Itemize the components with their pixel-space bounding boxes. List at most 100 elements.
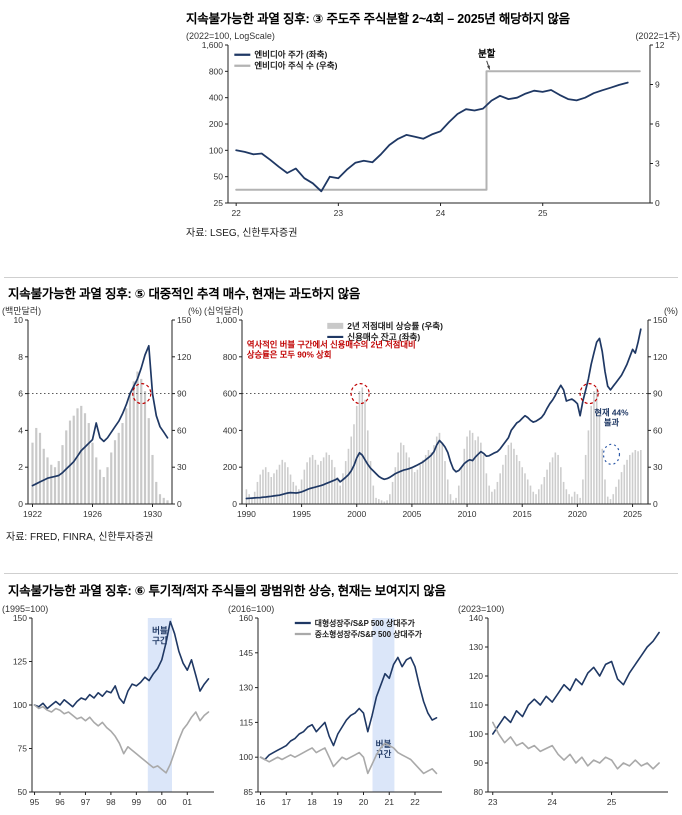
svg-text:125: 125	[13, 657, 27, 667]
svg-text:2005: 2005	[402, 509, 421, 519]
svg-text:145: 145	[239, 648, 253, 658]
svg-text:1,600: 1,600	[202, 40, 224, 50]
svg-text:00: 00	[157, 797, 167, 807]
svg-text:1,000: 1,000	[216, 315, 238, 325]
panel3-title: 지속불가능한 과열 징후: ⑥ 투기적/적자 주식들의 광범위한 상승, 현재는…	[8, 584, 446, 598]
g16-plot: 버블 구간 85 100 115 130 145 160 16 17 18 19 20 21 22 (2016…	[228, 604, 442, 807]
svg-text:23: 23	[488, 797, 498, 807]
svg-text:8: 8	[18, 352, 23, 362]
svg-text:600: 600	[223, 389, 237, 399]
m1920-plot: 0 2 4 6 8 10 0 30 60 90 120 150 1922 1926 1930 (백만달러) (%…	[2, 305, 202, 519]
nvda-plot: 25 50 100 200 400 800 1,600 0 3 6 9 12 22 23 24 25 (2022…	[186, 31, 680, 218]
svg-text:6: 6	[18, 389, 23, 399]
chart-relative-2016: 버블 구간 85 100 115 130 145 160 16 17 18 19 20 21 22 (2016…	[228, 602, 450, 810]
svg-text:2년 저점대비 상승률 (우축): 2년 저점대비 상승률 (우축)	[347, 321, 443, 331]
svg-text:엔비디아 주식 수 (우축): 엔비디아 주식 수 (우축)	[254, 61, 337, 71]
svg-text:2020: 2020	[568, 509, 587, 519]
svg-text:6: 6	[655, 119, 660, 129]
svg-text:800: 800	[209, 66, 223, 76]
svg-text:100: 100	[239, 752, 253, 762]
svg-text:95: 95	[30, 797, 40, 807]
svg-text:16: 16	[256, 797, 266, 807]
svg-text:24: 24	[436, 208, 446, 218]
svg-text:130: 130	[239, 683, 253, 693]
svg-text:18: 18	[307, 797, 317, 807]
svg-text:(%): (%)	[188, 306, 202, 316]
svg-text:(2023=100): (2023=100)	[458, 604, 504, 614]
svg-text:99: 99	[132, 797, 142, 807]
m1990-plot: 0 200 400 600 800 1,000 0 30 60 90 120 150 1990 1995 2…	[204, 305, 678, 519]
divider-2	[4, 573, 678, 574]
panel2-title: 지속불가능한 과열 징후: ⑤ 대중적인 추격 매수, 현재는 과도하지 않음	[8, 287, 361, 301]
svg-text:400: 400	[209, 93, 223, 103]
chart-margin-debt-1920s: 0 2 4 6 8 10 0 30 60 90 120 150 1922 1926 1930 (백만달러) (%…	[2, 304, 202, 522]
svg-text:중소형성장주/S&P 500 상대주가: 중소형성장주/S&P 500 상대주가	[315, 629, 423, 639]
svg-text:12: 12	[655, 40, 665, 50]
svg-text:2010: 2010	[458, 509, 477, 519]
svg-text:22: 22	[231, 208, 241, 218]
panel2-source: 자료: FRED, FINRA, 신한투자증권	[6, 532, 154, 543]
svg-text:140: 140	[469, 613, 483, 623]
svg-text:신용매수 잔고 (좌축): 신용매수 잔고 (좌축)	[347, 332, 420, 342]
svg-text:90: 90	[177, 389, 187, 399]
svg-text:21: 21	[385, 797, 395, 807]
svg-text:0: 0	[18, 499, 23, 509]
svg-text:4: 4	[18, 425, 23, 435]
svg-text:25: 25	[214, 198, 224, 208]
svg-text:25: 25	[538, 208, 548, 218]
chart-relative-1995: 버블 구간 50 75 100 125 150 95 96 97 98 99 00 01 (1995=100…	[2, 602, 222, 810]
g23-plot: 80 90 100 110 120 130 140 23 24 25 (2023=100)	[458, 604, 668, 807]
svg-text:50: 50	[18, 787, 28, 797]
svg-text:150: 150	[177, 315, 191, 325]
svg-text:400: 400	[223, 425, 237, 435]
svg-text:2000: 2000	[347, 509, 366, 519]
svg-text:120: 120	[177, 352, 191, 362]
svg-text:130: 130	[469, 642, 483, 652]
svg-text:110: 110	[469, 700, 483, 710]
svg-text:30: 30	[653, 462, 663, 472]
svg-text:75: 75	[18, 744, 28, 754]
svg-text:90: 90	[474, 758, 484, 768]
svg-text:엔비디아 주가 (좌축): 엔비디아 주가 (좌축)	[254, 50, 327, 60]
svg-text:(%): (%)	[664, 306, 678, 316]
g95-plot: 버블 구간 50 75 100 125 150 95 96 97 98 99 00 01 (1995=100…	[2, 604, 214, 807]
svg-text:1990: 1990	[237, 509, 256, 519]
svg-text:0: 0	[232, 499, 237, 509]
svg-text:2025: 2025	[623, 509, 642, 519]
svg-text:1922: 1922	[23, 509, 42, 519]
panel-stock-split: 지속불가능한 과열 징후: ③ 주도주 주식분할 2~4회 – 2025년 해당…	[186, 8, 680, 239]
svg-text:50: 50	[214, 172, 224, 182]
svg-text:30: 30	[177, 462, 187, 472]
svg-text:20: 20	[359, 797, 369, 807]
chart-nvidia-price-splits: 25 50 100 200 400 800 1,600 0 3 6 9 12 22 23 24 25 (2022…	[186, 29, 680, 221]
svg-text:90: 90	[653, 389, 663, 399]
svg-text:60: 60	[653, 425, 663, 435]
svg-text:160: 160	[239, 613, 253, 623]
svg-text:0: 0	[655, 198, 660, 208]
svg-text:(1995=100): (1995=100)	[2, 604, 48, 614]
svg-text:100: 100	[13, 700, 27, 710]
svg-text:800: 800	[223, 352, 237, 362]
svg-text:100: 100	[469, 729, 483, 739]
svg-text:24: 24	[547, 797, 557, 807]
svg-text:1995: 1995	[292, 509, 311, 519]
svg-text:22: 22	[410, 797, 420, 807]
svg-text:96: 96	[55, 797, 65, 807]
svg-text:25: 25	[607, 797, 617, 807]
svg-text:19: 19	[333, 797, 343, 807]
svg-text:(백만달러): (백만달러)	[2, 305, 41, 316]
svg-text:98: 98	[106, 797, 116, 807]
svg-text:대형성장주/S&P 500 상대주가: 대형성장주/S&P 500 상대주가	[315, 618, 416, 628]
panel1-source: 자료: LSEG, 신한투자증권	[186, 228, 298, 239]
svg-text:10: 10	[14, 315, 24, 325]
svg-text:100: 100	[209, 145, 223, 155]
svg-text:120: 120	[469, 671, 483, 681]
svg-text:120: 120	[653, 352, 667, 362]
svg-text:1930: 1930	[143, 509, 162, 519]
svg-text:(십억달러): (십억달러)	[204, 305, 243, 316]
svg-text:200: 200	[209, 119, 223, 129]
svg-text:60: 60	[177, 425, 187, 435]
